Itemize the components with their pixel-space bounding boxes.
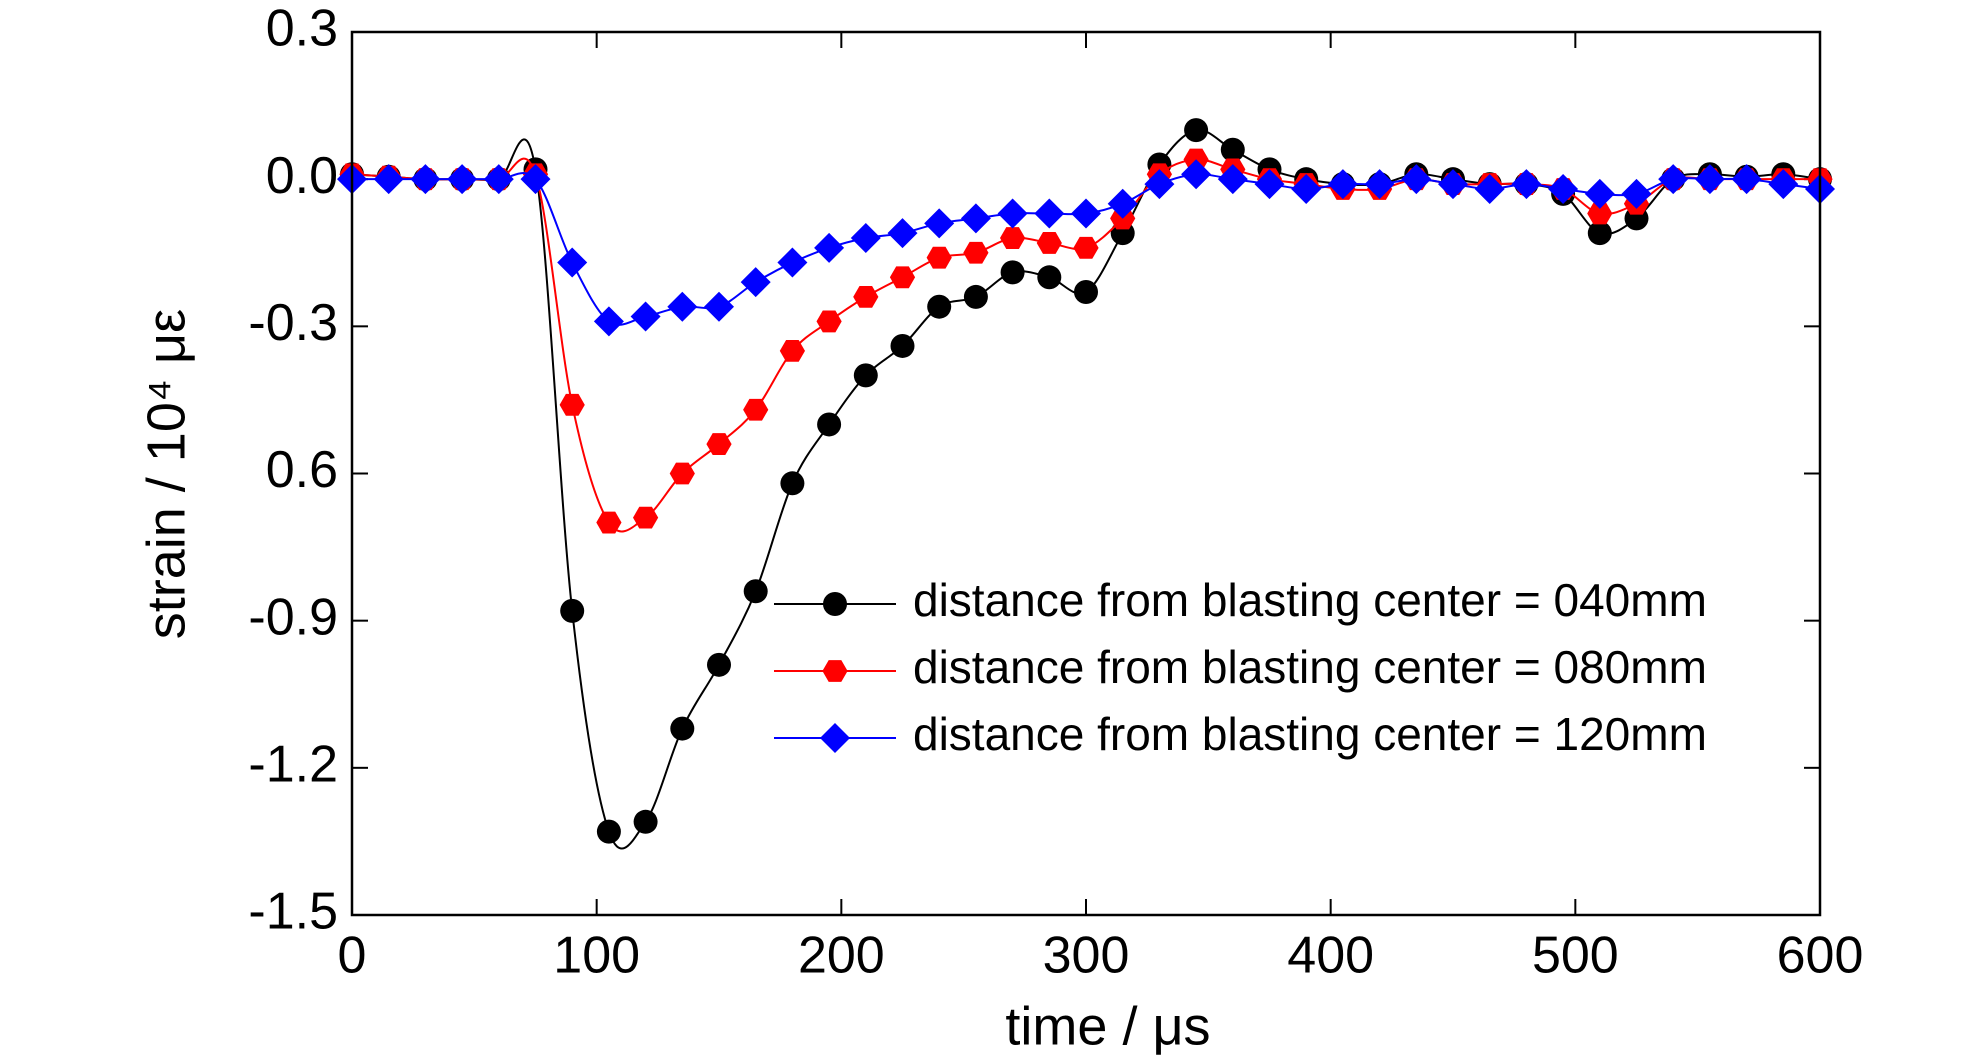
marker [780, 471, 805, 496]
marker [743, 579, 768, 604]
marker [816, 310, 842, 333]
marker [777, 247, 808, 278]
marker [1184, 118, 1209, 143]
marker [1073, 236, 1099, 259]
legend-label: distance from blasting center = 040mm [913, 574, 1707, 626]
x-tick-label: 500 [1532, 927, 1619, 985]
x-tick-label: 200 [798, 927, 885, 985]
marker [963, 241, 989, 264]
marker [560, 598, 585, 623]
marker [1071, 198, 1101, 229]
marker [817, 412, 842, 437]
y-tick-label: -1.5 [248, 883, 338, 941]
marker [963, 284, 988, 309]
marker [1327, 169, 1358, 200]
legend-marker [823, 592, 847, 616]
marker [926, 246, 952, 269]
marker [593, 306, 624, 337]
x-tick-label: 600 [1777, 927, 1864, 985]
marker [1000, 260, 1025, 285]
legend-label: distance from blasting center = 120mm [913, 708, 1707, 760]
y-tick-label: 0.0 [266, 147, 338, 205]
marker [667, 291, 698, 322]
marker [1694, 164, 1725, 195]
marker [960, 203, 991, 234]
marker [1034, 198, 1065, 229]
x-tick-label: 0 [338, 927, 367, 985]
marker [633, 506, 659, 529]
marker [559, 393, 585, 416]
marker [1731, 164, 1762, 195]
marker [1364, 169, 1395, 200]
marker [1587, 221, 1612, 246]
marker [1621, 178, 1652, 209]
legend-marker [822, 660, 848, 682]
marker [1220, 137, 1245, 162]
y-tick-label: -0.3 [248, 294, 338, 352]
marker [1037, 265, 1062, 290]
marker [1217, 164, 1248, 195]
marker [483, 164, 514, 195]
marker [924, 208, 955, 239]
marker [853, 285, 879, 308]
marker [890, 333, 915, 358]
marker [1074, 279, 1098, 304]
marker [1254, 169, 1285, 200]
marker [1144, 169, 1175, 200]
y-axis-label: strain / 10⁴ με [136, 309, 196, 640]
marker [706, 433, 732, 455]
marker [704, 291, 734, 322]
marker [997, 198, 1028, 229]
marker [596, 819, 621, 844]
legend-marker [820, 723, 850, 753]
marker [373, 164, 404, 195]
marker [1658, 164, 1689, 195]
plot-frame [350, 30, 1822, 917]
marker [814, 232, 845, 263]
marker [887, 218, 918, 249]
marker [1036, 232, 1062, 254]
marker [1181, 159, 1212, 190]
x-tick-label: 300 [1043, 927, 1130, 985]
y-tick-label: 0.6 [266, 441, 338, 499]
marker [410, 164, 441, 195]
marker [779, 339, 805, 362]
marker [670, 716, 695, 741]
x-tick-label: 400 [1287, 927, 1374, 985]
marker [1584, 178, 1615, 209]
marker [1000, 227, 1026, 249]
marker [743, 398, 769, 421]
y-tick-label: -1.2 [248, 736, 338, 794]
marker [1587, 202, 1613, 225]
marker [927, 294, 952, 319]
marker [1438, 169, 1468, 200]
marker [1107, 188, 1138, 219]
x-tick-label: 100 [553, 927, 640, 985]
marker [557, 247, 588, 278]
y-tick-label: 0.3 [266, 0, 338, 58]
marker [853, 363, 878, 388]
marker [596, 511, 622, 534]
marker [850, 223, 881, 254]
marker [633, 809, 658, 834]
marker [1291, 173, 1322, 204]
legend-label: distance from blasting center = 080mm [913, 641, 1707, 693]
marker [889, 266, 916, 289]
y-tick-label: -0.9 [248, 588, 338, 646]
marker [1474, 173, 1505, 204]
marker [1401, 164, 1432, 195]
x-axis-label: time / μs [1005, 996, 1210, 1056]
marker [447, 164, 478, 195]
marker [630, 301, 661, 332]
marker [669, 462, 695, 485]
marker [520, 164, 551, 195]
marker [1511, 169, 1542, 200]
marker [1548, 173, 1579, 204]
marker [1768, 169, 1799, 200]
marker [707, 652, 731, 677]
marker [740, 267, 771, 298]
